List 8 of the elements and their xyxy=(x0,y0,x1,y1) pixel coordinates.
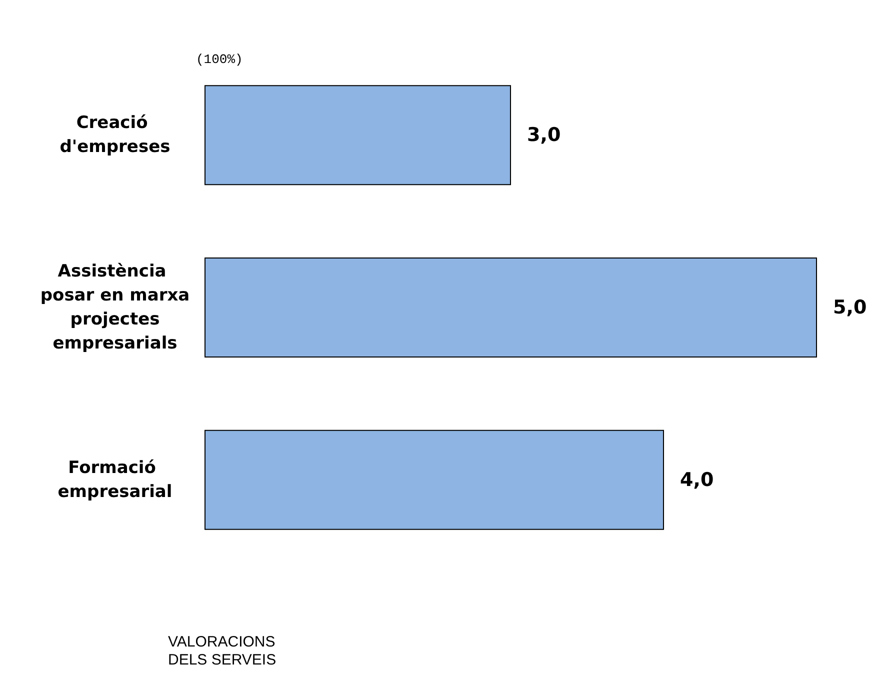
data-label: 3,0 xyxy=(527,124,561,146)
text: VALORACIONS DELS SERVEIS xyxy=(168,634,276,668)
y-tick-label: Assistència posar en marxa projectes empresarials xyxy=(40,262,190,354)
chart-title: (100%) xyxy=(196,52,243,67)
data-label: 5,0 xyxy=(833,296,867,318)
data-label: 4,0 xyxy=(680,468,714,491)
y-tick-label: Formació empresarial xyxy=(58,458,172,502)
y-tick-label: Creació d'empreses xyxy=(60,113,170,158)
